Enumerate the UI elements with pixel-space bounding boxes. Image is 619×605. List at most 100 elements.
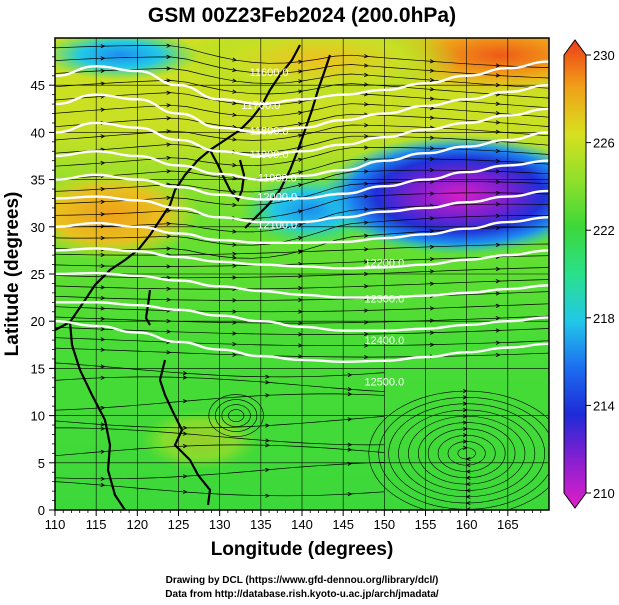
streamline-arrow — [232, 189, 238, 194]
colorbar-tick-label: 218 — [593, 311, 615, 326]
contour-label: 11900.0 — [250, 149, 289, 161]
streamline-arrow — [182, 474, 188, 479]
streamline-arrow — [298, 249, 304, 254]
streamline-arrow — [364, 259, 369, 264]
streamline-arrow — [298, 79, 304, 84]
streamline-arrow — [100, 449, 106, 454]
streamline-gyre — [437, 434, 496, 472]
streamline-arrow — [298, 133, 304, 138]
height-contours — [55, 60, 549, 363]
streamline-arrow — [100, 160, 106, 166]
streamline-arrow — [298, 157, 304, 162]
streamline-arrow — [363, 92, 369, 97]
streamline-arrow — [462, 414, 468, 419]
streamline-arrow — [363, 72, 369, 78]
streamline — [55, 393, 385, 411]
streamline-arrow — [100, 68, 106, 73]
contour-label: 12400.0 — [364, 335, 404, 347]
streamline-arrow — [166, 155, 172, 161]
streamline-arrow — [347, 417, 353, 422]
contour-label: 11800.0 — [250, 125, 289, 137]
streamline-arrow — [232, 89, 238, 94]
streamline-arrow — [265, 438, 271, 443]
streamline-arrow — [232, 251, 238, 257]
streamline-arrow — [166, 142, 172, 147]
streamline-arrow — [232, 342, 238, 347]
streamline-arrow — [166, 66, 172, 71]
streamline-arrow — [166, 234, 172, 239]
streamline-arrow — [166, 195, 172, 200]
streamline-arrow — [298, 354, 304, 359]
colorbar-tick-label: 226 — [593, 136, 615, 151]
streamline-arrow — [429, 342, 435, 347]
streamline-arrow — [364, 331, 369, 337]
streamline-arrow — [429, 229, 435, 234]
colorbar-tick-label: 214 — [593, 398, 615, 413]
streamline-arrow — [265, 493, 271, 498]
streamline-arrow — [465, 482, 471, 487]
streamline-arrow — [232, 242, 238, 247]
streamline-arrow — [429, 87, 435, 92]
streamline-arrow — [182, 399, 188, 404]
streamline-arrow — [465, 463, 471, 468]
y-tick-label: 25 — [31, 267, 45, 282]
streamline-arrow — [297, 209, 304, 214]
streamline-arrow — [495, 82, 501, 88]
streamline-arrow — [100, 422, 106, 427]
streamline-arrow — [100, 326, 106, 332]
streamline-arrow — [363, 181, 369, 186]
streamline-arrow — [298, 59, 304, 64]
credit-drawing: Drawing by DCL (https://www.gfd-dennou.o… — [166, 575, 439, 586]
streamline-arrow — [429, 318, 435, 323]
streamline-arrow — [465, 456, 471, 462]
streamline-arrow — [298, 320, 304, 326]
streamline-arrow — [100, 426, 106, 431]
streamline-arrow — [100, 235, 106, 241]
streamline-arrow — [465, 469, 471, 474]
streamline-arrow — [182, 489, 188, 494]
streamline-arrow — [232, 112, 238, 117]
height-contour-line — [55, 216, 549, 245]
streamline-arrow — [265, 443, 271, 448]
streamline-arrow — [363, 194, 369, 199]
streamline-arrow — [100, 482, 106, 488]
height-contour-line — [55, 84, 549, 134]
streamline-arrow — [347, 491, 353, 497]
streamline-arrow — [297, 183, 304, 188]
streamline-arrow — [495, 225, 501, 231]
streamline-arrow — [465, 488, 471, 493]
streamline-gyre — [388, 403, 546, 504]
streamline-arrow — [232, 298, 238, 303]
streamline-arrow — [298, 110, 304, 115]
streamline — [55, 427, 385, 446]
coastline-indochina — [68, 321, 126, 510]
streamline-arrow — [429, 191, 435, 196]
streamline-arrow — [465, 500, 471, 506]
streamline-arrow — [100, 81, 106, 86]
streamline-arrow — [429, 256, 435, 262]
streamline-arrow — [495, 190, 501, 195]
streamline-arrow — [495, 63, 501, 68]
streamline-arrow — [495, 129, 501, 134]
streamline-arrow — [364, 102, 369, 107]
contour-label: 12000.0 — [257, 191, 297, 203]
streamline-vortex — [228, 409, 245, 422]
streamline — [55, 415, 385, 429]
streamline-arrow — [495, 242, 501, 247]
contour-label: 12200.0 — [364, 257, 404, 269]
streamline-arrow — [298, 286, 304, 291]
streamline-arrow — [364, 284, 369, 289]
streamline-arrow — [166, 318, 172, 324]
streamline-arrow — [364, 157, 369, 162]
streamline-arrow — [364, 320, 369, 325]
streamline-arrow — [265, 423, 271, 428]
streamline-arrow — [232, 137, 238, 142]
streamline-arrow — [265, 467, 271, 473]
streamline-arrow — [495, 316, 501, 321]
streamline-arrow — [462, 401, 468, 406]
coastline-philippines — [158, 359, 212, 506]
streamline-arrow — [298, 145, 304, 150]
streamline-arrow — [182, 444, 188, 449]
streamline-arrow — [100, 107, 106, 112]
contour-label: 12100.0 — [257, 220, 297, 232]
